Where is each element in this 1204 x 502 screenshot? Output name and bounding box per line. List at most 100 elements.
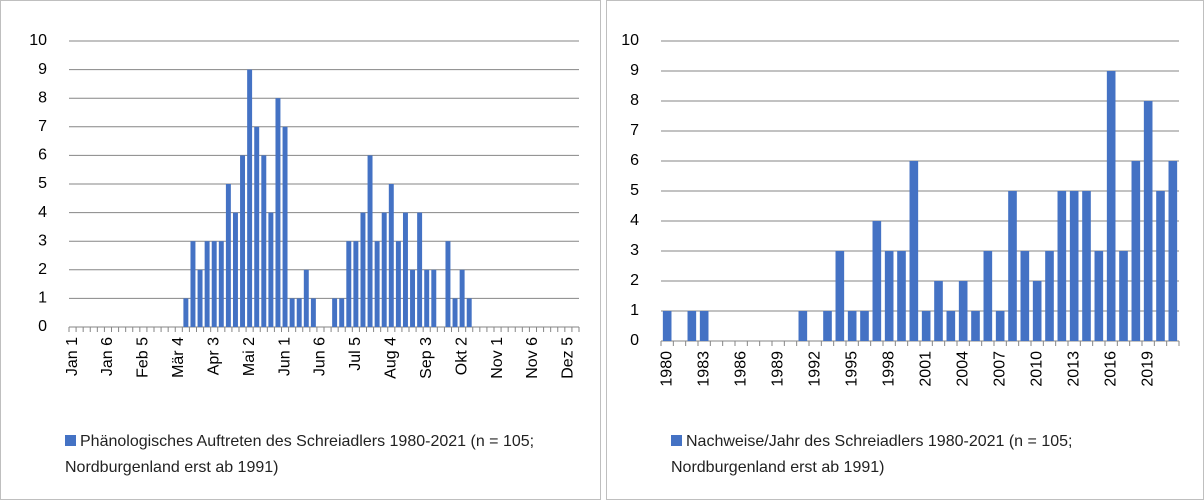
y-tick-label: 3 — [38, 232, 47, 249]
x-tick-label: Apr 3 — [205, 337, 222, 375]
bar — [353, 241, 359, 327]
bar — [946, 311, 956, 341]
bar — [445, 241, 451, 327]
bar — [395, 241, 401, 327]
bar — [381, 212, 387, 327]
bar — [268, 212, 274, 327]
bar — [884, 251, 894, 341]
bar — [247, 69, 253, 327]
x-tick-label: Mai 2 — [241, 337, 258, 376]
x-tick-label: 1983 — [695, 351, 712, 387]
bar — [261, 155, 267, 327]
bar — [402, 212, 408, 327]
bar — [410, 269, 416, 327]
bar — [1020, 251, 1030, 341]
legend-label: Phänologisches Auftreten des Schreiadler… — [65, 433, 535, 476]
y-tick-label: 2 — [630, 272, 639, 289]
bar — [275, 98, 281, 327]
y-tick-label: 5 — [38, 175, 47, 192]
bar — [240, 155, 246, 327]
bar — [699, 311, 709, 341]
legend-label: Nachweise/Jahr des Schreiadlers 1980-202… — [671, 433, 1073, 476]
bar — [662, 311, 672, 341]
x-tick-label: 2016 — [1102, 351, 1119, 387]
y-tick-label: 1 — [630, 302, 639, 319]
x-tick-label: Jan 1 — [64, 337, 81, 376]
bar — [847, 311, 857, 341]
x-tick-label: 2010 — [1028, 351, 1045, 387]
x-tick-label: 1980 — [658, 351, 675, 387]
x-tick-label: 2004 — [954, 351, 971, 387]
bar — [798, 311, 808, 341]
y-tick-label: 7 — [38, 118, 47, 135]
bar — [1057, 191, 1067, 341]
x-tick-label: Mär 4 — [170, 337, 187, 378]
bar — [971, 311, 980, 341]
y-tick-label: 10 — [29, 32, 47, 49]
bar — [958, 281, 968, 341]
y-tick-label: 9 — [630, 62, 639, 79]
bar — [909, 161, 919, 341]
x-tick-label: Nov 6 — [524, 337, 541, 379]
x-tick-label: Jan 6 — [99, 337, 116, 376]
bar — [332, 298, 338, 327]
bar — [183, 298, 189, 327]
bar — [897, 251, 906, 341]
bar — [1032, 281, 1042, 341]
y-tick-label: 0 — [630, 332, 639, 349]
bar — [367, 155, 373, 327]
x-tick-label: Feb 5 — [135, 337, 152, 378]
y-tick-label: 10 — [621, 32, 639, 49]
bar — [254, 126, 260, 327]
x-tick-label: Jun 6 — [312, 337, 329, 376]
x-tick-label: Nov 1 — [489, 337, 506, 379]
bar — [225, 184, 231, 327]
bar — [1131, 161, 1141, 341]
bar — [190, 241, 196, 327]
bar — [1082, 191, 1091, 341]
bar — [282, 126, 288, 327]
x-tick-label: 1986 — [732, 351, 749, 387]
bar — [872, 221, 882, 341]
bar — [1156, 191, 1165, 341]
bar — [1094, 251, 1104, 341]
y-tick-label: 9 — [38, 61, 47, 78]
y-tick-label: 2 — [38, 261, 47, 278]
bar — [1069, 191, 1079, 341]
x-tick-label: Sep 3 — [418, 337, 435, 379]
y-tick-label: 8 — [630, 92, 639, 109]
x-tick-label: Aug 4 — [383, 337, 400, 379]
y-tick-label: 8 — [38, 89, 47, 106]
bar — [424, 269, 430, 327]
x-tick-label: Jul 5 — [347, 337, 364, 371]
legend-swatch — [65, 435, 76, 446]
chart: 0 1 2 3 4 5 6 7 8 9 10 1980 1983 1986 1989 1992 1995 1998… — [621, 32, 1180, 387]
y-tick-label: 0 — [38, 318, 47, 335]
bar — [417, 212, 423, 327]
bar — [218, 241, 224, 327]
bar — [360, 212, 366, 327]
bar — [983, 251, 993, 341]
y-tick-label: 5 — [630, 182, 639, 199]
bar — [860, 311, 869, 341]
bar — [1119, 251, 1128, 341]
bar — [921, 311, 931, 341]
x-tick-label: 2001 — [917, 351, 934, 387]
bar — [466, 298, 472, 327]
bar — [197, 269, 203, 327]
legend-swatch — [671, 435, 682, 446]
chart: 0 1 2 3 4 5 6 7 8 9 10 Jan 1 Jan 6 Feb 5 Mär 4 Apr 3 Mai… — [29, 32, 580, 379]
legend: Nachweise/Jahr des Schreiadlers 1980-202… — [671, 429, 1161, 481]
bar — [374, 241, 380, 327]
chart-panel: 0 1 2 3 4 5 6 7 8 9 10 1980 1983 1986 1989 1992 1995 1998… — [606, 0, 1204, 500]
x-tick-label: 1995 — [843, 351, 860, 387]
bar — [346, 241, 352, 327]
bar — [310, 298, 316, 327]
bar — [823, 311, 832, 341]
x-tick-label: Okt 2 — [453, 337, 470, 375]
bar — [995, 311, 1005, 341]
x-tick-label: 1989 — [769, 351, 786, 387]
bar — [934, 281, 943, 341]
y-tick-label: 6 — [630, 152, 639, 169]
y-tick-label: 4 — [630, 212, 639, 229]
